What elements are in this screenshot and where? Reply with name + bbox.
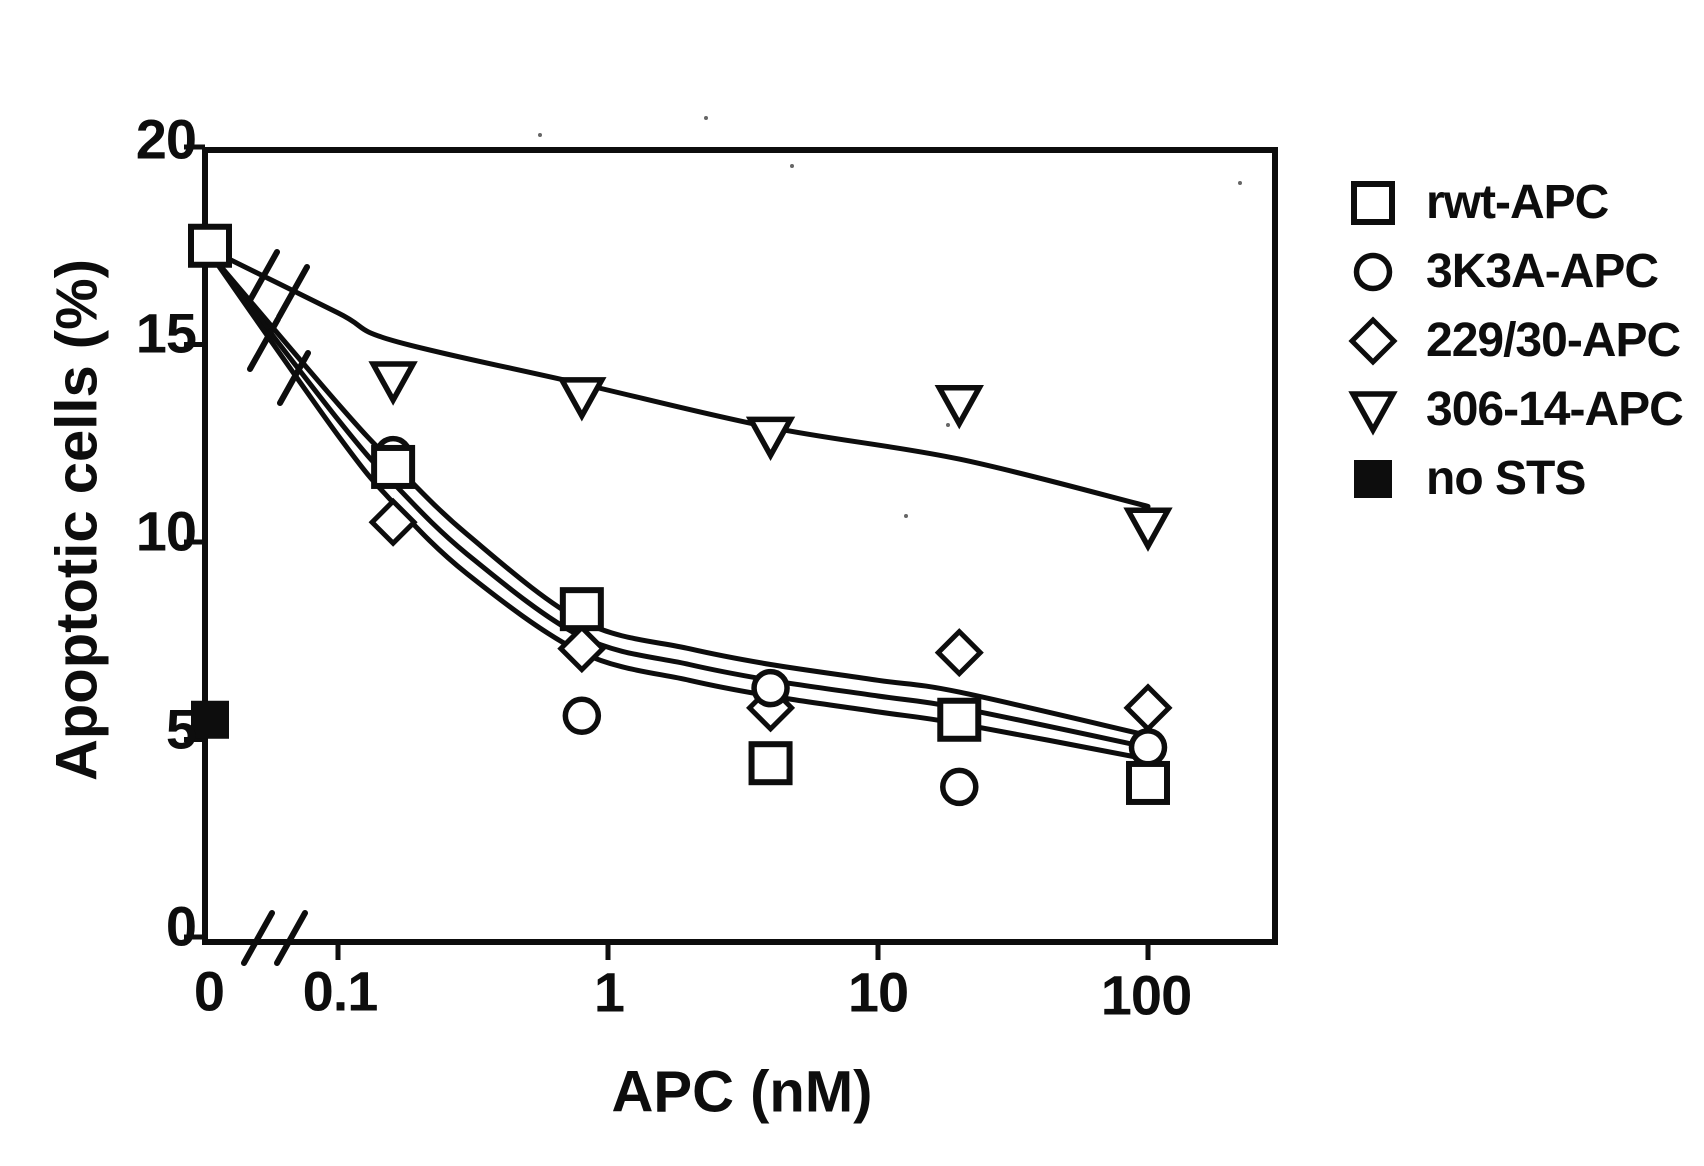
marker-306-14-apc [1123,507,1173,552]
scan-speckle [1238,181,1242,185]
curve-break-mark [277,350,311,406]
legend-label: 3K3A-APC [1426,245,1659,298]
square-filled-icon [1354,459,1392,498]
marker-3k3a-apc [562,696,602,736]
y-tick-label-10: 10 [135,499,197,563]
scan-speckle [790,164,794,168]
trend-curve-rwt-apc [207,251,1151,738]
legend-item-306-14-apc: 306-14-APC [1346,375,1684,444]
x-tick-label-0: 0 [193,959,225,1023]
curve-break-mark [246,249,280,305]
marker-306-14-apc [368,361,418,406]
square-filled-glyph [1354,459,1392,498]
marker-no-sts [191,700,229,739]
marker-rwt-apc [1126,760,1170,805]
y-tick-label-15: 15 [135,301,197,365]
x-axis-break-mark [274,910,308,966]
x-axis-title: APC (nM) [611,1059,873,1125]
marker-rwt-apc [559,587,604,632]
trend-curve-306-14-apc [207,247,1151,509]
legend-item-229-30-apc: 229/30-APC [1346,306,1683,375]
y-tick-label-5: 5 [165,697,197,761]
trend-curve-3k3a-apc [207,251,1151,750]
marker-rwt-apc [188,223,232,268]
marker-229-30-apc [557,624,607,674]
curve-break-mark [276,264,310,320]
x-tick-label-1: 1 [593,960,625,1024]
curve-break-mark [247,316,281,372]
legend-label: no STS [1426,452,1586,505]
marker-3k3a-apc [1128,728,1168,767]
square-open-glyph [1351,180,1395,225]
legend: rwt-APC 3K3A-APC 229/30-APC 306-14-APC n… [1346,168,1684,513]
legend-item-no-sts: no STS [1346,444,1683,513]
legend-item-3k3a-apc: 3K3A-APC [1346,237,1683,306]
circle-open-icon [1353,252,1393,291]
marker-3k3a-apc [940,767,979,807]
x-tick-label-100: 100 [1100,963,1192,1027]
scan-speckle [946,423,950,427]
legend-label: 229/30-APC [1426,314,1681,367]
trend-curve-229-30-apc [207,251,1151,762]
circle-open-glyph [1353,252,1393,291]
triangle-down-open-glyph [1348,390,1398,436]
y-axis-title: Apoptotic cells (%) [44,258,110,782]
legend-label: rwt-APC [1426,176,1609,229]
scan-speckle [704,116,708,120]
marker-229-30-apc [1123,683,1173,733]
plot-frame [202,147,1278,945]
marker-229-30-apc [934,628,984,678]
y-tick-label-20: 20 [135,107,197,171]
legend-label: 306-14-APC [1426,383,1684,436]
marker-3k3a-apc [751,668,790,708]
x-tick-label-10: 10 [847,960,909,1024]
marker-rwt-apc [748,741,793,786]
marker-306-14-apc [557,377,607,422]
square-open-icon [1351,180,1395,225]
scan-speckle [538,133,542,137]
marker-rwt-apc [371,444,416,489]
x-axis-break-mark [241,910,275,966]
legend-item-rwt-apc: rwt-APC [1346,168,1683,237]
marker-229-30-apc [368,497,418,547]
y-tick-label-0: 0 [165,894,197,958]
diamond-open-icon [1348,315,1398,366]
marker-rwt-apc [937,697,982,742]
triangle-down-open-icon [1348,390,1398,436]
diamond-open-glyph [1348,315,1398,366]
x-tick-label-0p1: 0.1 [302,959,379,1023]
marker-306-14-apc [745,416,796,462]
scan-speckle [904,514,908,518]
marker-306-14-apc [934,385,984,430]
